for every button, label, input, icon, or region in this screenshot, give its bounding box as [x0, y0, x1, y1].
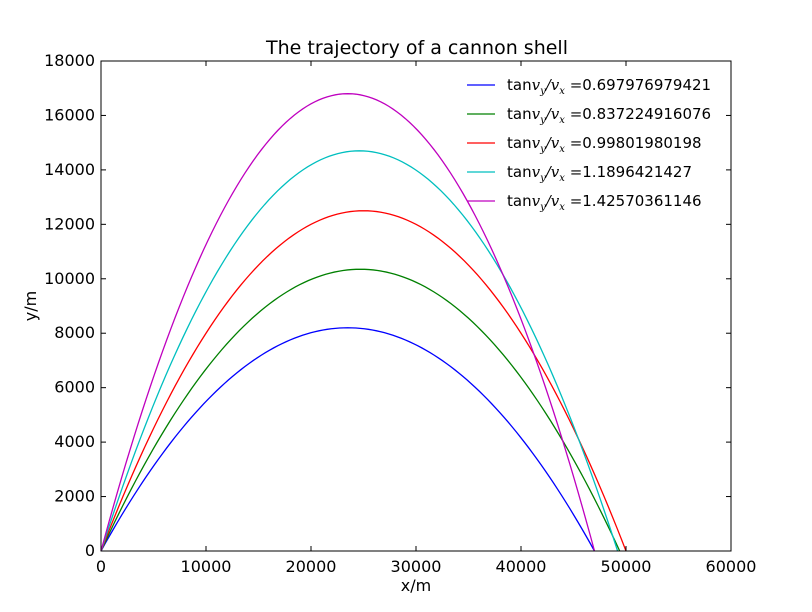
chart-title: The trajectory of a cannon shell — [265, 37, 568, 59]
y-tick-label: 8000 — [54, 323, 95, 342]
y-tick-label: 16000 — [44, 105, 95, 124]
x-tick-label: 60000 — [706, 557, 757, 576]
legend-label-2: tanvy/vx =0.837224916076 — [507, 105, 711, 126]
y-tick-label: 6000 — [54, 378, 95, 397]
x-tick-label: 40000 — [496, 557, 547, 576]
legend-label-4: tanvy/vx =1.1896421427 — [507, 163, 692, 184]
x-tick-label: 10000 — [181, 557, 232, 576]
series-line-5 — [100, 93, 596, 552]
x-tick-label: 0 — [96, 557, 106, 576]
series-line-2 — [100, 268, 621, 552]
y-tick-label: 4000 — [54, 432, 95, 451]
series-layer — [100, 93, 627, 552]
y-tick-label: 10000 — [44, 269, 95, 288]
legend-label-1: tanvy/vx =0.697976979421 — [507, 76, 711, 97]
y-tick-label: 2000 — [54, 487, 95, 506]
series-line-1 — [100, 327, 596, 552]
x-tick-label: 20000 — [286, 557, 337, 576]
plot-area: 0 10000 20000 30000 40000 50000 60000 0 2000 4000… — [44, 51, 756, 576]
tick-layer: 0 10000 20000 30000 40000 50000 60000 0 2000 4000… — [44, 51, 756, 576]
plot-background — [101, 61, 731, 551]
x-tick-label: 50000 — [601, 557, 652, 576]
series-line-3 — [100, 210, 627, 552]
y-tick-label: 12000 — [44, 214, 95, 233]
y-tick-label: 14000 — [44, 160, 95, 179]
y-axis-label: y/m — [21, 291, 40, 321]
x-tick-label: 30000 — [391, 557, 442, 576]
legend-label-5: tanvy/vx =1.42570361146 — [507, 192, 702, 213]
series-line-4 — [100, 150, 619, 552]
x-axis-label: x/m — [401, 576, 431, 595]
legend: tanvy/vx =0.697976979421 tanvy/vx =0.8372… — [467, 76, 711, 213]
y-tick-label: 18000 — [44, 51, 95, 70]
legend-label-3: tanvy/vx =0.99801980198 — [507, 134, 702, 155]
y-tick-label: 0 — [85, 541, 95, 560]
